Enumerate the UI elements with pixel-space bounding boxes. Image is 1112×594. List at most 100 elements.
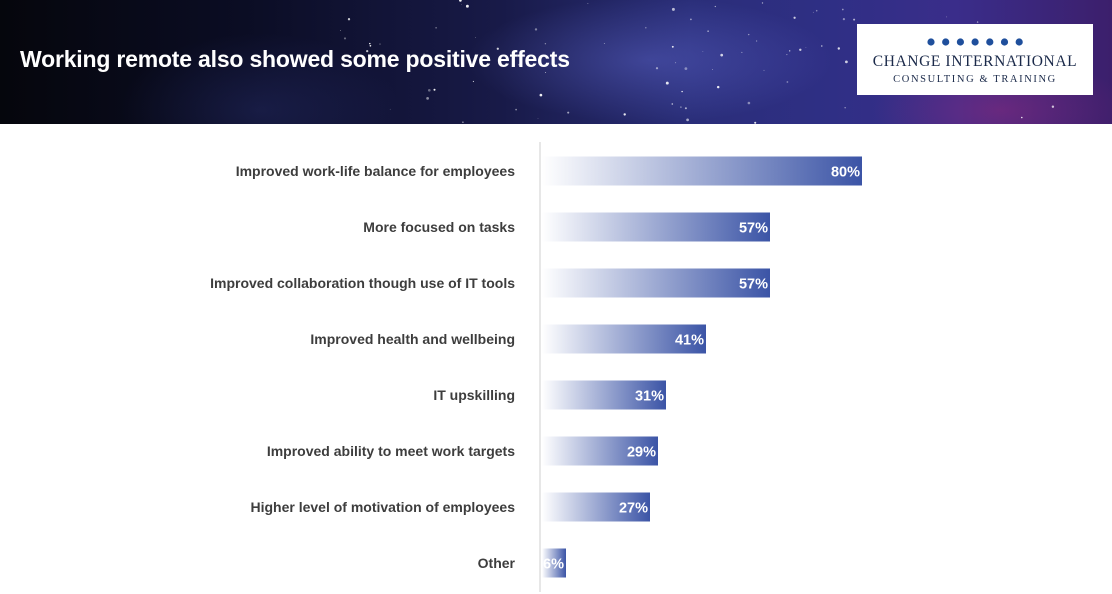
star-decoration bbox=[485, 64, 487, 67]
star-decoration bbox=[347, 18, 351, 21]
star-decoration bbox=[369, 42, 371, 45]
star-decoration bbox=[714, 5, 716, 8]
star-decoration bbox=[366, 49, 369, 53]
star-decoration bbox=[815, 9, 818, 12]
star-decoration bbox=[837, 47, 840, 50]
logo-dot bbox=[986, 38, 994, 46]
bar bbox=[542, 156, 862, 186]
star-decoration bbox=[545, 72, 547, 74]
star-decoration bbox=[462, 121, 464, 124]
star-decoration bbox=[1021, 116, 1023, 119]
bar bbox=[542, 436, 658, 466]
star-decoration bbox=[645, 26, 647, 29]
category-label: Other bbox=[478, 555, 516, 571]
star-decoration bbox=[789, 50, 791, 52]
logo-dot bbox=[1000, 38, 1009, 46]
star-decoration bbox=[754, 121, 757, 124]
logo-dot bbox=[956, 38, 964, 46]
category-label: Improved ability to meet work targets bbox=[267, 443, 515, 459]
star-decoration bbox=[465, 4, 469, 8]
star-decoration bbox=[343, 37, 347, 40]
star-decoration bbox=[786, 54, 788, 56]
star-decoration bbox=[603, 43, 605, 44]
star-decoration bbox=[379, 43, 381, 45]
category-label: IT upskilling bbox=[433, 387, 515, 403]
star-decoration bbox=[427, 88, 431, 92]
value-label: 57% bbox=[739, 221, 768, 237]
company-logo: CHANGE INTERNATIONAL CONSULTING & TRAINI… bbox=[857, 24, 1093, 95]
logo-line-2: CONSULTING & TRAINING bbox=[893, 74, 1057, 85]
star-decoration bbox=[716, 85, 720, 89]
star-decoration bbox=[459, 0, 462, 2]
star-decoration bbox=[793, 16, 796, 19]
star-decoration bbox=[518, 63, 521, 66]
star-decoration bbox=[671, 103, 674, 105]
star-decoration bbox=[567, 111, 570, 114]
bar bbox=[542, 268, 770, 298]
star-decoration bbox=[655, 67, 659, 70]
star-decoration bbox=[544, 43, 547, 45]
star-decoration bbox=[786, 81, 789, 83]
star-decoration bbox=[686, 118, 689, 122]
star-decoration bbox=[623, 113, 626, 116]
category-label: More focused on tasks bbox=[363, 219, 515, 235]
star-decoration bbox=[435, 26, 437, 29]
star-decoration bbox=[684, 67, 688, 70]
star-decoration bbox=[761, 2, 764, 4]
star-decoration bbox=[842, 17, 846, 21]
star-decoration bbox=[340, 29, 341, 31]
logo-dot bbox=[927, 38, 935, 46]
star-decoration bbox=[690, 18, 692, 21]
value-label: 29% bbox=[627, 445, 656, 461]
logo-dot bbox=[942, 38, 950, 46]
page-title: Working remote also showed some positive… bbox=[20, 46, 570, 72]
value-label: 57% bbox=[739, 277, 768, 293]
bar-chart: Improved work-life balance for employees… bbox=[210, 142, 862, 592]
star-decoration bbox=[461, 4, 462, 5]
category-label: Improved health and wellbeing bbox=[310, 331, 515, 347]
value-label: 27% bbox=[619, 501, 648, 517]
logo-dot bbox=[1015, 38, 1023, 46]
star-decoration bbox=[702, 51, 704, 52]
value-label: 31% bbox=[635, 389, 664, 405]
star-decoration bbox=[681, 90, 683, 93]
star-decoration bbox=[799, 48, 802, 52]
star-decoration bbox=[680, 106, 682, 108]
star-decoration bbox=[763, 69, 765, 71]
value-label: 41% bbox=[675, 333, 704, 349]
star-decoration bbox=[329, 59, 331, 62]
star-decoration bbox=[684, 107, 687, 110]
star-decoration bbox=[422, 53, 426, 57]
star-decoration bbox=[426, 97, 429, 100]
star-decoration bbox=[805, 47, 807, 48]
star-decoration bbox=[537, 118, 539, 119]
header-banner: Working remote also showed some positive… bbox=[0, 0, 1112, 124]
star-decoration bbox=[389, 108, 391, 110]
star-decoration bbox=[853, 18, 856, 21]
value-label: 6% bbox=[543, 557, 564, 573]
star-decoration bbox=[671, 7, 675, 11]
star-decoration bbox=[474, 37, 476, 39]
value-label: 80% bbox=[831, 165, 860, 181]
star-decoration bbox=[433, 88, 436, 91]
star-decoration bbox=[812, 11, 814, 13]
bar bbox=[542, 548, 566, 578]
bar bbox=[542, 212, 770, 242]
star-decoration bbox=[534, 28, 538, 31]
star-decoration bbox=[587, 3, 589, 4]
star-decoration bbox=[1051, 105, 1055, 108]
bar bbox=[542, 492, 650, 522]
category-label: Higher level of motivation of employees bbox=[250, 499, 515, 515]
star-decoration bbox=[747, 101, 751, 105]
star-decoration bbox=[946, 16, 948, 18]
category-label: Improved work-life balance for employees bbox=[236, 163, 516, 179]
star-decoration bbox=[756, 40, 758, 42]
star-decoration bbox=[675, 62, 677, 64]
star-decoration bbox=[369, 44, 372, 47]
star-decoration bbox=[841, 8, 844, 11]
star-decoration bbox=[515, 108, 517, 111]
star-decoration bbox=[665, 81, 669, 85]
star-decoration bbox=[539, 93, 543, 97]
logo-line-1: CHANGE INTERNATIONAL bbox=[872, 53, 1078, 70]
category-label: Improved collaboration though use of IT … bbox=[210, 275, 515, 291]
